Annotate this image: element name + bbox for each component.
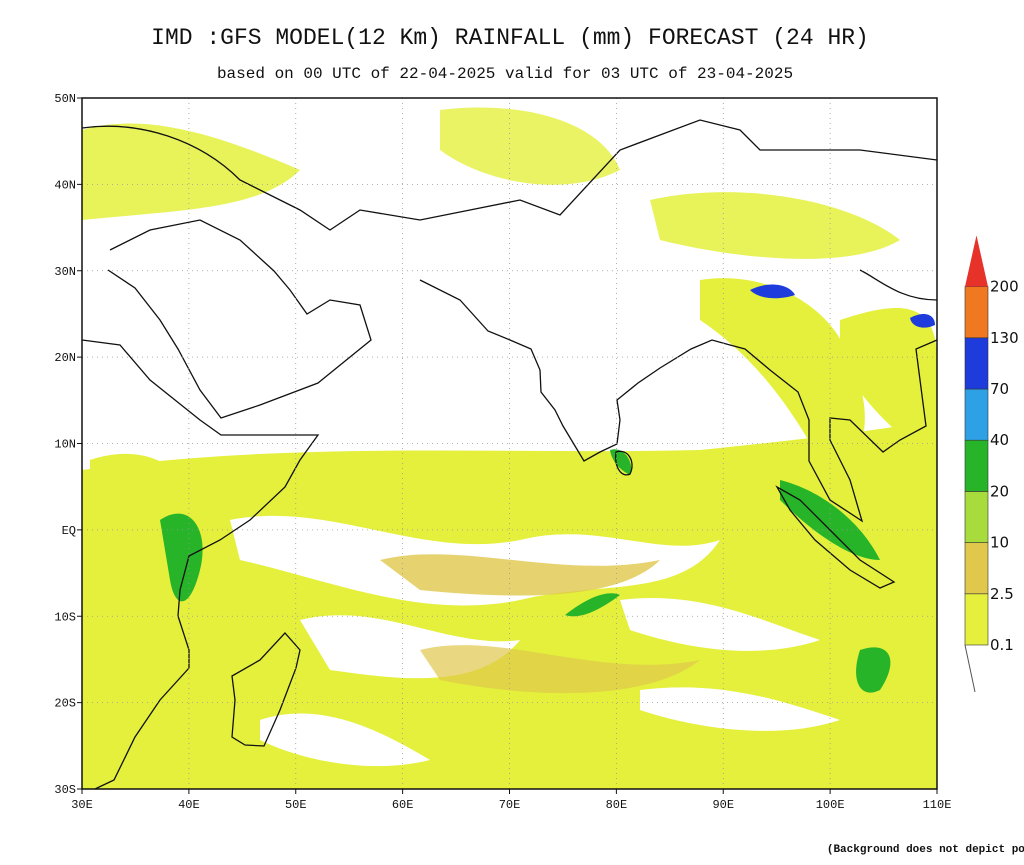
legend-label: 40 — [990, 431, 1009, 449]
legend-label: 20 — [990, 482, 1009, 500]
legend-label: 2.5 — [990, 585, 1014, 603]
lon-label: 110E — [923, 798, 952, 812]
legend-label: 0.1 — [990, 636, 1014, 654]
footer-note: (Background does not depict political bo… — [827, 844, 1024, 856]
lat-label: 10N — [54, 438, 76, 452]
lat-label: 50N — [54, 92, 76, 106]
lat-label: 20S — [54, 697, 76, 711]
lon-label: 40E — [178, 798, 200, 812]
legend-label: 10 — [990, 534, 1009, 552]
lat-label: 20N — [54, 351, 76, 365]
lon-label: 70E — [499, 798, 521, 812]
colorbar-arrow — [965, 235, 988, 287]
lon-label: 100E — [816, 798, 845, 812]
colorbar-segment — [964, 388, 989, 441]
lat-label: 30S — [54, 783, 76, 797]
colorbar-segment — [964, 286, 989, 339]
title: IMD :GFS MODEL(12 Km) RAINFALL (mm) FORE… — [151, 25, 869, 51]
lon-label: 30E — [71, 798, 93, 812]
legend-label: 130 — [990, 329, 1019, 347]
lon-label: 80E — [606, 798, 628, 812]
colorbar-segment — [964, 337, 989, 390]
colorbar-segment — [964, 542, 989, 595]
legend-label: 200 — [990, 278, 1019, 296]
lat-label: 40N — [54, 178, 76, 192]
rain-field — [82, 98, 937, 789]
lon-label: 50E — [285, 798, 307, 812]
colorbar: 0.1 2.5 10 20 40 70 130 200 — [964, 235, 1019, 654]
colorbar-segment — [964, 439, 989, 492]
lat-label: 30N — [54, 265, 76, 279]
lat-label: EQ — [62, 524, 76, 538]
lat-label: 10S — [54, 610, 76, 624]
subtitle: based on 00 UTC of 22-04-2025 valid for … — [217, 65, 793, 83]
colorbar-segment — [964, 491, 989, 543]
colorbar-segment — [964, 593, 989, 646]
lon-label: 90E — [712, 798, 734, 812]
lon-label: 60E — [392, 798, 414, 812]
colorbar-tail — [964, 644, 976, 693]
legend-label: 70 — [990, 380, 1009, 398]
